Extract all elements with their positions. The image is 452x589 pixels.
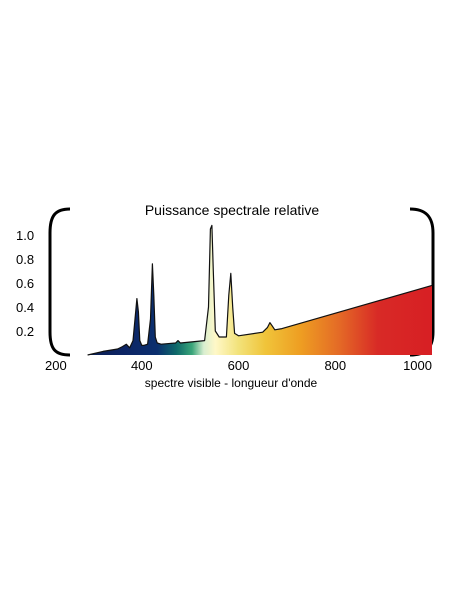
x-tick-label: 600	[228, 358, 250, 373]
chart-frame-left-bracket	[48, 207, 71, 357]
y-axis: 0.2 0.4 0.6 0.8 1.0	[16, 228, 34, 339]
y-tick-label: 0.4	[16, 300, 34, 315]
y-tick-label: 0.6	[16, 276, 34, 291]
spectrum-line-0	[87, 224, 433, 356]
x-tick-label: 400	[131, 358, 153, 373]
y-tick-label: 1.0	[16, 228, 34, 243]
series-layer	[87, 224, 433, 356]
x-tick-label: 200	[45, 358, 67, 373]
x-axis-label: spectre visible - longueur d'onde	[145, 376, 318, 390]
x-axis: 200 400 600 800 1000	[45, 358, 432, 373]
y-tick-label: 0.8	[16, 252, 34, 267]
x-tick-label: 1000	[403, 358, 432, 373]
chart-title: Puissance spectrale relative	[145, 202, 320, 218]
x-tick-label: 800	[324, 358, 346, 373]
y-tick-label: 0.2	[16, 324, 34, 339]
spectrum-area-0	[87, 225, 432, 355]
